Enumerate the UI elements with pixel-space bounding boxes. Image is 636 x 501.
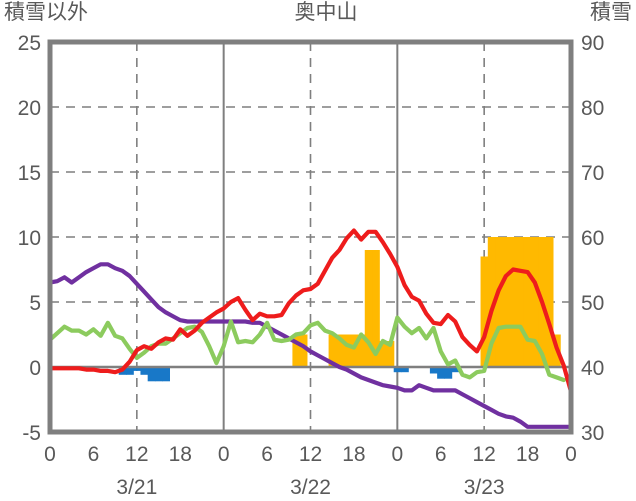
snow-depth-bar	[495, 237, 503, 367]
y2-axis-tick-label: 40	[581, 357, 604, 380]
x-axis-tick-label: 0	[218, 443, 230, 466]
wind-line-series	[47, 315, 566, 383]
x-axis-tick-label: 18	[342, 443, 365, 466]
snow-decrease-bar	[125, 367, 134, 375]
snow-decrease-bar	[444, 367, 453, 379]
x-axis-tick-label: 6	[261, 443, 273, 466]
x-axis-date-label: 3/23	[464, 476, 505, 499]
x-axis-date-label: 3/22	[290, 476, 331, 499]
snow-depth-bars	[292, 237, 561, 367]
snow-decrease-bar	[451, 367, 460, 373]
y-axis-tick-label: 10	[18, 227, 41, 250]
y2-axis-tick-label: 30	[581, 422, 604, 445]
y2-axis-tick-label: 60	[581, 227, 604, 250]
x-axis-tick-label: 6	[435, 443, 447, 466]
y-axis-tick-label: 0	[29, 357, 41, 380]
purple-line-series	[47, 262, 574, 429]
snow-decrease-bar	[400, 367, 409, 373]
snow-depth-bar	[509, 237, 518, 367]
y2-axis-tick-label: 70	[581, 162, 604, 185]
plot-frame	[47, 39, 574, 435]
snow-depth-bar	[523, 237, 532, 367]
x-axis-tick-label: 18	[169, 443, 192, 466]
snow-decrease-bar	[162, 367, 170, 382]
snow-depth-bar	[480, 256, 489, 367]
y-axis-tick-label: 25	[18, 32, 41, 55]
y-axis-tick-label: 5	[29, 292, 41, 315]
snow-decrease-bar	[154, 367, 163, 382]
snow-depth-bar	[292, 334, 301, 367]
x-axis-tick-label: 6	[88, 443, 100, 466]
chart-title: 奥中山	[295, 1, 358, 24]
snow-depth-bar	[372, 250, 380, 367]
x-axis-date-label: 3/21	[116, 476, 157, 499]
x-axis-tick-label: 12	[125, 443, 148, 466]
y2-axis-tick-label: 90	[581, 32, 604, 55]
right-axis-caption: 積雪	[590, 1, 632, 24]
snow-decrease-bar	[437, 367, 445, 379]
x-axis-tick-label: 12	[472, 443, 495, 466]
snow-depth-bar	[335, 334, 344, 367]
x-axis-tick-label: 0	[44, 443, 56, 466]
snow-decrease-bar	[140, 367, 149, 375]
snow-depth-bar	[299, 334, 308, 367]
snow-depth-bar	[545, 237, 554, 367]
left-axis-caption: 積雪以外	[4, 1, 88, 24]
snow-depth-bar	[357, 334, 366, 367]
snow-depth-bar	[502, 237, 511, 367]
temperature-line-series	[47, 228, 574, 394]
y2-axis-tick-label: 80	[581, 97, 604, 120]
x-axis-tick-label: 0	[565, 443, 577, 466]
snow-depth-bar	[343, 334, 351, 367]
x-axis-tick-label: 0	[391, 443, 403, 466]
snow-decrease-bar	[429, 367, 438, 374]
x-axis-tick-label: 18	[516, 443, 539, 466]
snow-depth-bar	[386, 341, 395, 367]
snow-decrease-bar	[393, 367, 402, 373]
y2-axis-tick-label: 50	[581, 292, 604, 315]
snow-decrease-bar	[147, 367, 156, 382]
y-axis-tick-label: -5	[22, 422, 41, 445]
x-axis-tick-label: 12	[299, 443, 322, 466]
snow-depth-bar	[379, 341, 388, 367]
snow-depth-bar	[350, 334, 359, 367]
snow-depth-bar	[328, 334, 337, 367]
y-axis-tick-label: 15	[18, 162, 41, 185]
y-axis-tick-label: 20	[18, 97, 41, 120]
snow-depth-bar	[487, 237, 496, 367]
snow-depth-bar	[364, 250, 373, 367]
snow-decrease-bar	[133, 367, 142, 371]
snow-depth-bar	[531, 237, 540, 367]
snow-depth-bar	[516, 237, 525, 367]
